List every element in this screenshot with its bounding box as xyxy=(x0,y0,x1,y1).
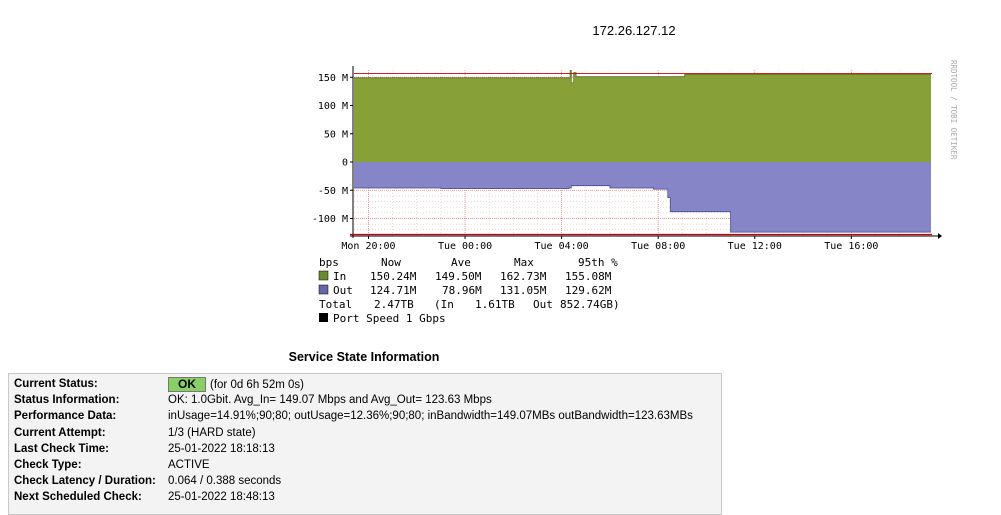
x-tick-labels: Mon 20:00 Tue 00:00 Tue 04:00 Tue 08:00 Tue … xyxy=(341,241,878,252)
x-tick-label: Tue 04:00 xyxy=(535,241,589,252)
service-state-table: Current Status: OK (for 0d 6h 52m 0s) Sta… xyxy=(9,376,697,506)
current-status-value-cell: OK (for 0d 6h 52m 0s) xyxy=(163,376,697,392)
x-tick-label: Tue 00:00 xyxy=(438,241,492,252)
legend-total-value: 2.47TB xyxy=(374,298,414,311)
legend-unit: bps xyxy=(319,256,339,269)
row-last-check-time: Last Check Time: 25-01-2022 18:18:13 xyxy=(9,441,697,457)
edge-in xyxy=(354,70,931,84)
legend-in-max: 162.73M xyxy=(500,270,547,283)
legend-in-now: 150.24M xyxy=(370,270,417,283)
graph-title: 172.26.127.12 xyxy=(592,23,675,38)
rrdtool-watermark: RRDTOOL / TOBI OETIKER xyxy=(949,60,958,160)
y-tick-labels: 150 M 100 M 50 M 0 -50 M -100 M xyxy=(312,73,348,225)
row-check-latency: Check Latency / Duration: 0.064 / 0.388 … xyxy=(9,473,697,489)
legend-port-speed: Port Speed 1 Gbps xyxy=(333,312,446,325)
status-badge: OK xyxy=(168,376,206,392)
legend-swatch-in xyxy=(318,270,329,281)
y-tick-label: 100 M xyxy=(318,101,348,112)
row-current-status: Current Status: OK (for 0d 6h 52m 0s) xyxy=(9,376,697,392)
legend-total-in-value: 1.61TB xyxy=(475,298,515,311)
legend-swatch-port-speed xyxy=(319,313,328,322)
check-latency-value: 0.064 / 0.388 seconds xyxy=(168,475,282,488)
legend-header-now: Now xyxy=(381,256,401,269)
legend-out-95th: 129.62M xyxy=(565,284,612,297)
performance-data-key: Performance Data: xyxy=(14,410,117,423)
current-status-key: Current Status: xyxy=(14,378,98,391)
traffic-graph: 172.26.127.12 150 M 100 M 50 M 0 -50 M -100 M… xyxy=(312,23,958,325)
row-next-scheduled-check: Next Scheduled Check: 25-01-2022 18:48:1… xyxy=(9,489,697,505)
next-scheduled-check-key: Next Scheduled Check: xyxy=(14,491,142,504)
legend-total-out-label: Out xyxy=(533,298,553,311)
y-tick-label: 150 M xyxy=(318,73,348,84)
y-tick-label: 50 M xyxy=(324,129,348,140)
legend-total-in-label: (In xyxy=(434,298,454,311)
x-tick-label: Mon 20:00 xyxy=(341,241,395,252)
last-check-time-value: 25-01-2022 18:18:13 xyxy=(168,442,275,455)
legend-in-95th: 155.08M xyxy=(565,270,612,283)
service-state-panel: Current Status: OK (for 0d 6h 52m 0s) Sta… xyxy=(8,373,722,515)
row-status-information: Status Information: OK: 1.0Gbit. Avg_In=… xyxy=(9,392,697,408)
x-tick-label: Tue 16:00 xyxy=(824,241,878,252)
legend-header-max: Max xyxy=(514,256,534,269)
legend-out-now: 124.71M xyxy=(370,284,417,297)
legend-in-ave: 149.50M xyxy=(435,270,482,283)
last-check-time-key: Last Check Time: xyxy=(14,442,110,455)
graph-legend: bps Now Ave Max 95th % In 150.24M 149.50… xyxy=(318,256,620,325)
current-status-duration: (for 0d 6h 52m 0s) xyxy=(210,378,304,391)
legend-label-out: Out xyxy=(333,284,353,297)
legend-header-ave: Ave xyxy=(451,256,471,269)
legend-out-max: 131.05M xyxy=(500,284,547,297)
check-latency-key: Check Latency / Duration: xyxy=(14,475,156,488)
y-tick-label: 0 xyxy=(342,158,348,169)
current-attempt-value: 1/3 (HARD state) xyxy=(168,426,256,439)
graph-areas xyxy=(354,70,932,233)
service-state-title: Service State Information xyxy=(288,350,440,364)
y-tick-label: -50 M xyxy=(318,186,348,197)
area-in xyxy=(354,70,931,162)
legend-total-label: Total xyxy=(319,298,352,311)
status-information-value: OK: 1.0Gbit. Avg_In= 149.07 Mbps and Avg… xyxy=(168,394,492,407)
graph-axes xyxy=(350,66,942,239)
row-check-type: Check Type: ACTIVE xyxy=(9,457,697,473)
legend-label-in: In xyxy=(333,270,346,283)
legend-out-ave: 78.96M xyxy=(442,284,482,297)
row-performance-data: Performance Data: inUsage=14.91%;90;80; … xyxy=(9,408,697,424)
performance-data-value: inUsage=14.91%;90;80; outUsage=12.36%;90… xyxy=(168,410,693,423)
check-type-key: Check Type: xyxy=(14,459,82,472)
x-axis-arrow xyxy=(938,233,942,239)
legend-swatch-out xyxy=(318,284,329,295)
legend-total-out-value: 852.74GB) xyxy=(560,298,620,311)
area-out xyxy=(354,162,931,233)
x-tick-label: Tue 12:00 xyxy=(728,241,782,252)
edge-out xyxy=(354,185,931,233)
current-attempt-key: Current Attempt: xyxy=(14,426,106,439)
check-type-value: ACTIVE xyxy=(168,459,210,472)
row-current-attempt: Current Attempt: 1/3 (HARD state) xyxy=(9,425,697,441)
status-information-key: Status Information: xyxy=(14,394,120,407)
legend-header-95th: 95th % xyxy=(578,256,618,269)
next-scheduled-check-value: 25-01-2022 18:48:13 xyxy=(168,491,275,504)
y-tick-label: -100 M xyxy=(312,214,348,225)
x-tick-label: Tue 08:00 xyxy=(631,241,685,252)
